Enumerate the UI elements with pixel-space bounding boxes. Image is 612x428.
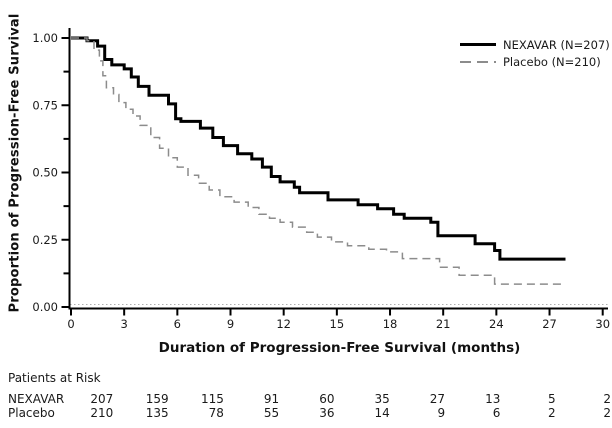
x-tick-label: 27 [542, 317, 557, 331]
y-tick-label: 0.75 [32, 98, 58, 112]
placebo-dashed-line-swatch [460, 60, 496, 63]
legend-item-nexavar: NEXAVAR (N=207) [460, 37, 610, 52]
x-tick-label: 6 [174, 317, 181, 331]
risk-count: 35 [374, 392, 390, 406]
risk-row-nexavar: NEXAVAR 207 159 115 91 60 35 27 13 5 2 [0, 392, 611, 406]
risk-count: 2 [603, 406, 611, 420]
risk-counts-nexavar: 207 159 115 91 60 35 27 13 5 2 [58, 392, 611, 406]
risk-count: 2 [603, 392, 611, 406]
x-axis-title: Duration of Progression-Free Survival (m… [158, 340, 521, 356]
x-tick-label: 21 [436, 317, 451, 331]
risk-count: 115 [200, 392, 224, 406]
risk-row-label-placebo: Placebo [8, 406, 55, 420]
risk-count: 14 [374, 406, 390, 420]
axes [68, 28, 608, 310]
x-tick-label: 30 [595, 317, 610, 331]
x-tick-label: 9 [227, 317, 234, 331]
x-tick-label: 24 [489, 317, 504, 331]
legend-item-placebo: Placebo (N=210) [460, 54, 610, 69]
x-tick-label: 12 [276, 317, 291, 331]
y-tick-label: 1.00 [32, 31, 58, 45]
risk-count: 27 [429, 392, 446, 406]
risk-count: 207 [90, 392, 114, 406]
risk-count: 9 [437, 406, 446, 420]
risk-count: 13 [485, 392, 501, 406]
x-tick-label: 3 [121, 317, 128, 331]
risk-count: 159 [145, 392, 169, 406]
placebo-curve [71, 37, 566, 285]
risk-count: 91 [263, 392, 280, 406]
risk-count: 55 [263, 406, 280, 420]
y-tick-label: 0.00 [32, 300, 58, 314]
risk-row-label-nexavar: NEXAVAR [8, 392, 65, 406]
risk-count: 5 [548, 392, 556, 406]
risk-table-title: Patients at Risk [8, 371, 101, 385]
risk-count: 2 [548, 406, 556, 420]
x-tick-label: 18 [383, 317, 398, 331]
risk-row-placebo: Placebo 210 135 78 55 36 14 9 6 2 2 [0, 406, 611, 420]
nexavar-solid-line-swatch [460, 43, 496, 46]
y-tick-label: 0.25 [32, 233, 58, 247]
legend-label-nexavar: NEXAVAR (N=207) [503, 37, 610, 52]
risk-count: 135 [145, 406, 169, 420]
y-axis-title: Proportion of Progression-Free Survival [7, 13, 23, 313]
nexavar-curve [71, 36, 566, 261]
legend-label-placebo: Placebo (N=210) [503, 54, 601, 69]
km-plot-canvas: 0.00 0.25 0.50 0.75 1.00 0 3 6 9 12 15 18 21 24 27 30 [32, 28, 610, 331]
risk-count: 78 [208, 406, 224, 420]
x-tick-label: 15 [330, 317, 345, 331]
risk-count: 36 [319, 406, 335, 420]
legend: NEXAVAR (N=207) Placebo (N=210) [460, 37, 610, 69]
risk-count: 6 [492, 406, 501, 420]
risk-count: 60 [319, 392, 335, 406]
x-tick-label: 0 [67, 317, 74, 331]
y-tick-label: 0.50 [32, 166, 58, 180]
risk-counts-placebo: 210 135 78 55 36 14 9 6 2 2 [58, 406, 611, 420]
risk-count: 210 [90, 406, 114, 420]
